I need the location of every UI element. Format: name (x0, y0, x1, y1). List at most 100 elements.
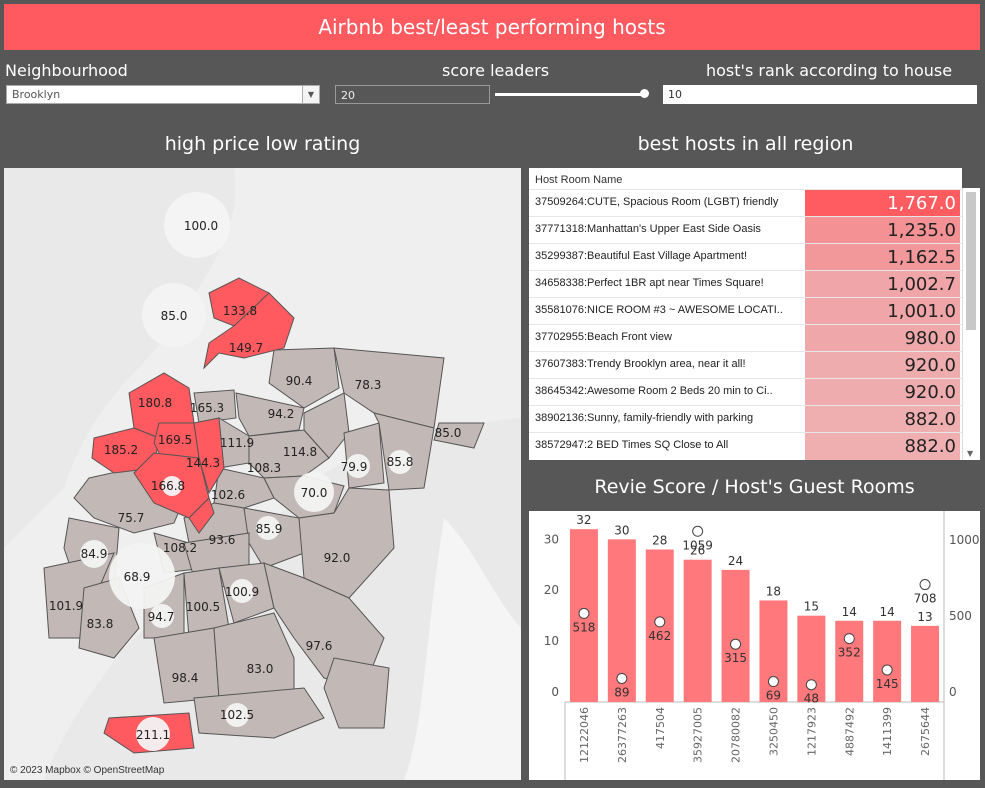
host-room-name: 38902136:Sunny, family-friendly with par… (535, 412, 754, 424)
score-leaders-slider-handle[interactable] (640, 89, 649, 98)
region[interactable] (268, 347, 340, 409)
map-label: 144.3 (186, 456, 220, 470)
map-label: 92.0 (324, 551, 351, 565)
neighbourhood-dropdown[interactable]: Brooklyn ▼ (6, 85, 320, 104)
table-row[interactable]: 38645342:Awesome Room 2 Beds 20 min to C… (529, 378, 962, 406)
bar (721, 569, 750, 702)
x-tick-label: 1411399 (881, 707, 894, 756)
bar (873, 620, 902, 702)
circle-data-label: 48 (804, 692, 819, 706)
bar-data-label: 14 (880, 605, 895, 619)
bubble (142, 283, 206, 347)
region-shapes (43, 277, 485, 754)
circle-data-label: 69 (766, 689, 781, 703)
table-row[interactable]: 35299387:Beautiful East Village Apartmen… (529, 243, 962, 271)
region[interactable] (193, 389, 237, 424)
neighbourhood-map[interactable]: 100.0 85.0 133.8 149.7 90.4 78.3 180.8 1… (4, 168, 521, 780)
circle-data-label: 1059 (682, 538, 713, 552)
bar (911, 625, 940, 702)
region[interactable] (303, 392, 350, 459)
host-room-value: 920.0 (805, 379, 960, 406)
bubble (230, 579, 254, 603)
table-column-header: Host Room Name (535, 174, 623, 186)
map-label: 100.9 (225, 585, 259, 599)
region[interactable] (433, 422, 485, 449)
table-row[interactable]: 37702955:Beach Front view 980.0 (529, 324, 962, 352)
bubble (150, 604, 174, 628)
bubble (256, 516, 280, 540)
y-right-tick-label: 500 (949, 609, 972, 623)
region-highlight[interactable] (203, 292, 295, 370)
bay-area (404, 518, 521, 780)
map-label: 211.1 (136, 728, 170, 742)
host-room-name: 34658338:Perfect 1BR apt near Times Squa… (535, 277, 764, 289)
rank-input[interactable]: 10 (663, 85, 977, 104)
x-tick-label: 3250450 (767, 707, 780, 756)
region-highlight[interactable] (188, 497, 215, 534)
bubble (136, 717, 170, 751)
region[interactable] (323, 657, 390, 729)
map-label: 94.7 (148, 610, 175, 624)
bubble (388, 450, 412, 474)
bubbles (80, 192, 412, 751)
x-tick-label: 26377263 (616, 707, 629, 763)
map-label: 114.8 (283, 445, 317, 459)
table-row[interactable]: 38572947:2 BED Times SQ Close to All 882.… (529, 432, 962, 460)
bubble (162, 476, 182, 496)
bar-data-label: 13 (917, 610, 932, 624)
region[interactable] (343, 422, 385, 489)
region[interactable] (213, 612, 295, 699)
region[interactable] (213, 467, 275, 509)
region-highlight[interactable] (193, 417, 225, 495)
map-label: 84.9 (81, 547, 108, 561)
map-label: 85.0 (435, 426, 462, 440)
chevron-down-icon[interactable]: ▼ (302, 86, 319, 103)
table-row[interactable]: 37509264:CUTE, Spacious Room (LGBT) frie… (529, 189, 962, 217)
circle-data-label: 352 (838, 646, 861, 660)
table-row[interactable]: 37607383:Trendy Brooklyn area, near it a… (529, 351, 962, 379)
map-label: 166.8 (151, 479, 185, 493)
best-hosts-table: Host Room Name 37509264:CUTE, Spacious R… (529, 168, 962, 460)
scrollbar-thumb[interactable] (966, 192, 976, 330)
table-row[interactable]: 35581076:NICE ROOM #3 ~ AWESOME LOCATI..… (529, 297, 962, 325)
map-label: 180.8 (138, 396, 172, 410)
bubble (164, 192, 230, 258)
map-label: 79.9 (341, 460, 368, 474)
y-left-tick-label: 30 (544, 532, 559, 546)
review-score-chart: 0 10 20 30 0 500 1000 32 518 12122046 30 89 26377263… (529, 511, 980, 780)
region[interactable] (193, 687, 325, 739)
map-label: 149.7 (229, 341, 263, 355)
table-row[interactable]: 34658338:Perfect 1BR apt near Times Squa… (529, 270, 962, 298)
bar-data-label: 18 (766, 584, 781, 598)
table-scrollbar[interactable]: ▼ (962, 188, 980, 460)
circle-marker (881, 664, 893, 676)
score-leaders-input[interactable]: 20 (335, 85, 490, 104)
x-tick-label: 20780082 (730, 707, 743, 763)
map-label: 68.9 (124, 570, 151, 584)
circle-marker (730, 638, 742, 650)
map-title: high price low rating (164, 133, 361, 155)
map-label: 108.3 (247, 461, 281, 475)
bar-data-label: 28 (652, 534, 667, 548)
map-label: 100.5 (186, 600, 220, 614)
host-room-value: 1,001.0 (805, 298, 960, 325)
map-label: 85.0 (161, 309, 188, 323)
region[interactable] (153, 627, 220, 704)
table-row[interactable]: 37771318:Manhattan's Upper East Side Oas… (529, 216, 962, 244)
bar-data-label: 32 (576, 513, 591, 527)
y-left-tick-label: 0 (551, 685, 559, 699)
host-room-name: 35299387:Beautiful East Village Apartmen… (535, 250, 748, 262)
bubble (80, 540, 108, 568)
table-title: best hosts in all region (637, 133, 854, 155)
scroll-down-icon[interactable]: ▼ (967, 449, 974, 458)
host-room-value: 882.0 (805, 406, 960, 433)
table-row[interactable]: 38902136:Sunny, family-friendly with par… (529, 405, 962, 433)
score-leaders-slider-track[interactable] (495, 93, 645, 96)
bar (683, 559, 712, 702)
circle-data-label: 518 (572, 620, 595, 634)
circle-marker (843, 633, 855, 645)
map-label: 108.2 (163, 541, 197, 555)
x-tick-label: 417504 (654, 707, 667, 749)
score-leaders-slider-fill (495, 93, 645, 96)
circle-marker (616, 672, 628, 684)
